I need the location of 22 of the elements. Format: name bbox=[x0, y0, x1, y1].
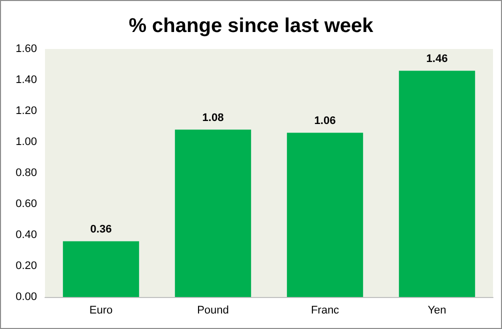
bar bbox=[398, 70, 476, 297]
bar bbox=[62, 241, 140, 297]
y-tick-label: 0.80 bbox=[16, 167, 37, 179]
y-tick-label: 1.40 bbox=[16, 74, 37, 86]
x-tick-label: Yen bbox=[428, 304, 446, 316]
y-tick-label: 1.20 bbox=[16, 105, 37, 117]
chart-title: % change since last week bbox=[128, 15, 374, 37]
y-tick-label: 1.00 bbox=[16, 136, 37, 148]
y-tick-label: 0.20 bbox=[16, 260, 37, 272]
x-tick-label: Pound bbox=[197, 304, 229, 316]
y-tick-label: 0.00 bbox=[16, 291, 37, 303]
bar bbox=[174, 130, 252, 297]
bar bbox=[286, 132, 364, 297]
x-tick-label: Euro bbox=[89, 304, 113, 316]
x-tick-label: Franc bbox=[310, 304, 340, 316]
data-label: 1.46 bbox=[426, 53, 448, 66]
data-label: 0.36 bbox=[90, 224, 112, 236]
data-label: 1.06 bbox=[314, 115, 336, 128]
y-tick-label: 0.40 bbox=[16, 229, 37, 241]
y-tick-label: 1.60 bbox=[16, 43, 37, 55]
y-tick-label: 0.60 bbox=[16, 198, 37, 210]
data-label: 1.08 bbox=[202, 112, 224, 124]
